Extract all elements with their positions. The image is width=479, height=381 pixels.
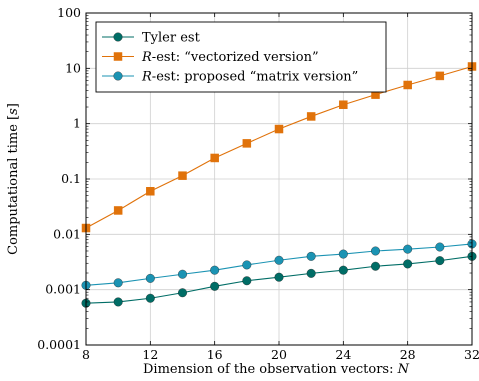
- data-point: [210, 153, 219, 163]
- series-1: [81, 62, 477, 233]
- data-point: [274, 124, 284, 134]
- data-point: [306, 112, 316, 121]
- legend-entry-matrix: R-est: proposed “matrix version”: [141, 70, 358, 85]
- legend-label: -est: “vectorized version”: [152, 50, 319, 65]
- data-point: [403, 259, 413, 269]
- legend-entry-vectorized: R-est: “vectorized version”: [141, 50, 319, 65]
- data-point: [178, 288, 187, 298]
- data-point: [435, 71, 445, 81]
- x-tick-label: 32: [464, 347, 479, 362]
- data-point: [113, 278, 123, 288]
- series-0: [81, 251, 477, 308]
- data-point: [274, 255, 284, 265]
- data-point: [435, 242, 445, 252]
- y-tick-label: 0.001: [45, 282, 81, 297]
- data-point: [371, 246, 380, 256]
- legend-prefix: R: [141, 70, 152, 85]
- legend-swatch-marker: [113, 52, 123, 61]
- data-point: [242, 139, 252, 148]
- data-point: [145, 293, 155, 303]
- y-tick-label: 1: [73, 116, 81, 131]
- y-tick-label: 0.01: [53, 226, 81, 241]
- legend-swatch-marker: [113, 32, 123, 42]
- data-point: [242, 276, 252, 286]
- legend-swatches: [102, 32, 134, 81]
- data-point: [306, 251, 316, 261]
- y-axis-label: Computational time [s]: [6, 103, 21, 255]
- data-point: [178, 269, 187, 279]
- y-tick-label: 10: [65, 60, 81, 75]
- data-point: [113, 206, 123, 215]
- data-point: [306, 268, 316, 278]
- legend-box: [95, 21, 387, 93]
- legend-label: Tyler est: [142, 31, 201, 46]
- data-point: [403, 80, 412, 90]
- data-point: [371, 261, 380, 271]
- data-point: [210, 265, 220, 275]
- legend-swatch-marker: [113, 71, 123, 81]
- data-point: [403, 244, 413, 254]
- x-tick-label: 20: [271, 347, 287, 362]
- data-point: [210, 281, 220, 291]
- x-tick-label: 16: [207, 347, 223, 362]
- y-tick-label: 0.0001: [37, 337, 81, 352]
- x-tick-label: 12: [142, 347, 158, 362]
- legend-prefix: R: [141, 50, 152, 65]
- x-tick-label: 8: [82, 347, 90, 362]
- data-point: [338, 249, 348, 259]
- legend-entry-tyler: Tyler est: [142, 31, 201, 46]
- data-point: [146, 187, 155, 196]
- x-tick-label: 28: [400, 347, 416, 362]
- data-point: [145, 273, 155, 283]
- legend: Tyler est R-est: “vectorized version” R-…: [95, 21, 387, 93]
- data-point: [339, 100, 348, 109]
- y-tick-label: 100: [57, 5, 81, 20]
- series-2: [81, 239, 477, 290]
- y-tick-label: 0.1: [61, 171, 81, 186]
- data-point: [113, 297, 123, 307]
- data-point: [435, 256, 445, 266]
- legend-label: -est: proposed “matrix version”: [152, 70, 359, 85]
- plot-series: [81, 62, 477, 308]
- data-point: [338, 265, 348, 275]
- axis-ticks: 8 12 16 20 24 28 32 0.0001 0.001 0.01 0.1 1 10 100: [37, 5, 479, 362]
- data-point: [274, 272, 284, 282]
- data-point: [178, 171, 187, 180]
- data-point: [242, 260, 252, 270]
- x-tick-label: 24: [335, 347, 351, 362]
- x-axis-label: Dimension of the observation vectors: N: [143, 362, 410, 377]
